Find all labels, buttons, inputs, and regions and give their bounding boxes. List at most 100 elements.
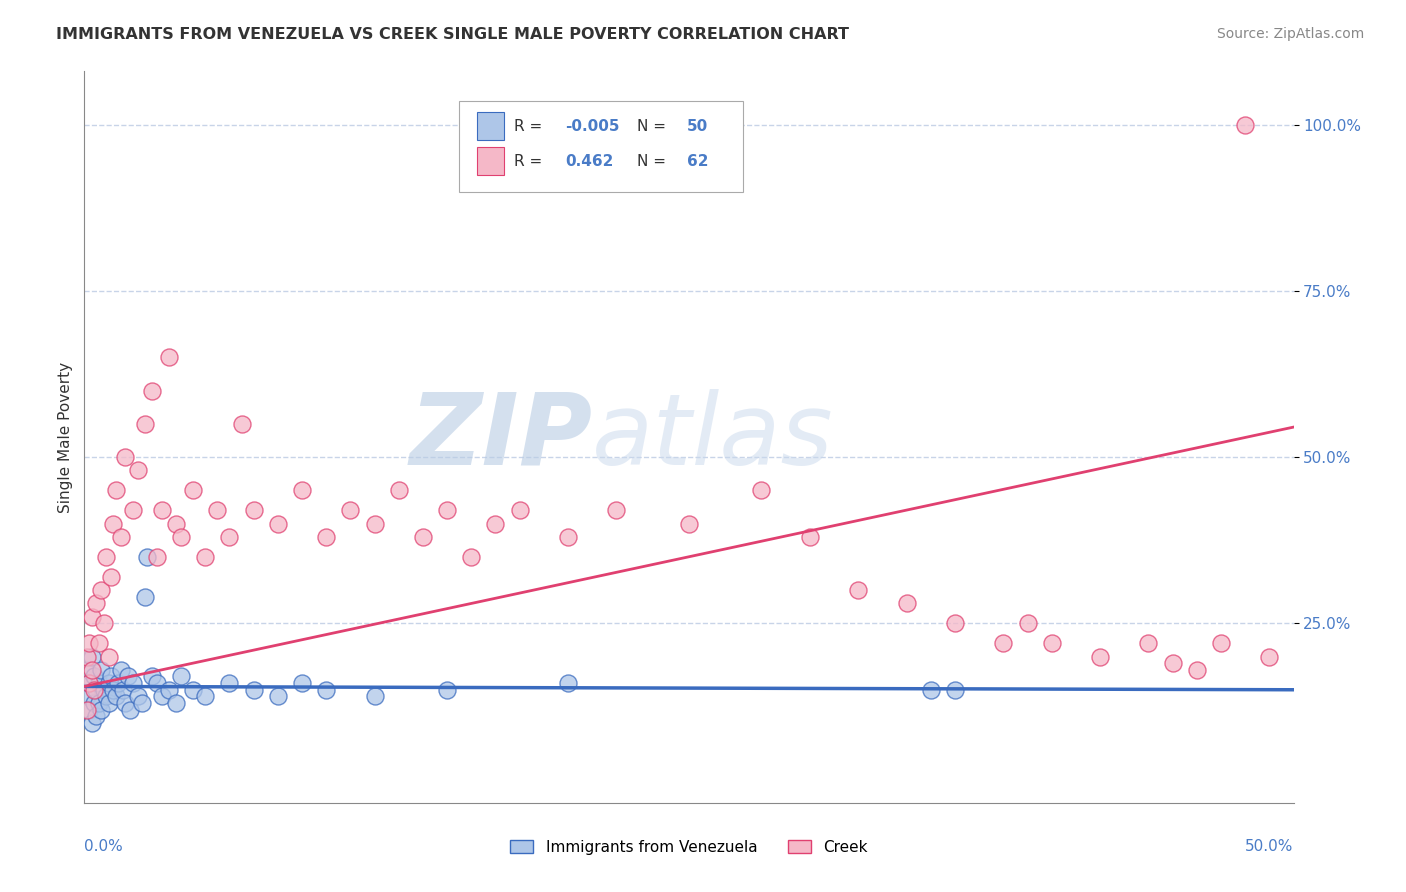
Point <box>291 676 314 690</box>
Text: 50: 50 <box>686 119 707 134</box>
Point <box>509 503 531 517</box>
Point <box>127 690 149 704</box>
Text: 50.0%: 50.0% <box>1246 839 1294 855</box>
Point <box>76 663 98 677</box>
Point <box>436 682 458 697</box>
Point <box>267 690 290 704</box>
Point <box>460 549 482 564</box>
Point <box>110 530 132 544</box>
Point <box>141 384 163 398</box>
Point <box>218 676 240 690</box>
Text: 0.462: 0.462 <box>565 153 614 169</box>
Point <box>100 570 122 584</box>
Point <box>87 676 110 690</box>
Point <box>134 590 156 604</box>
Point <box>80 663 103 677</box>
Point <box>678 516 700 531</box>
Point <box>181 483 204 498</box>
Point <box>339 503 361 517</box>
Point <box>170 530 193 544</box>
Point <box>315 530 337 544</box>
Point <box>131 696 153 710</box>
Point <box>77 636 100 650</box>
Text: 0.0%: 0.0% <box>84 839 124 855</box>
Point <box>557 676 579 690</box>
Point <box>114 450 136 464</box>
Point <box>751 483 773 498</box>
Point <box>136 549 159 564</box>
Point <box>117 669 139 683</box>
Point <box>94 549 117 564</box>
Point <box>1209 636 1232 650</box>
Point <box>83 669 105 683</box>
Point <box>94 690 117 704</box>
Point <box>93 682 115 697</box>
Point <box>127 463 149 477</box>
Text: R =: R = <box>513 153 547 169</box>
Point <box>1017 616 1039 631</box>
Point <box>107 676 129 690</box>
Point <box>896 596 918 610</box>
Point <box>920 682 942 697</box>
Point <box>363 516 385 531</box>
Point <box>1088 649 1111 664</box>
Point <box>93 616 115 631</box>
Point <box>165 516 187 531</box>
Point <box>76 649 98 664</box>
Point <box>83 682 105 697</box>
Point <box>170 669 193 683</box>
Point <box>157 351 180 365</box>
Point <box>77 676 100 690</box>
Point <box>97 649 120 664</box>
Point <box>97 696 120 710</box>
Point <box>207 503 229 517</box>
Point <box>943 682 966 697</box>
Point <box>993 636 1015 650</box>
Text: Source: ZipAtlas.com: Source: ZipAtlas.com <box>1216 27 1364 41</box>
Point <box>86 709 108 723</box>
Point <box>80 649 103 664</box>
FancyBboxPatch shape <box>478 147 503 175</box>
Point <box>363 690 385 704</box>
Point <box>943 616 966 631</box>
Point <box>846 582 869 597</box>
Point <box>77 703 100 717</box>
Point <box>104 483 127 498</box>
Point <box>83 696 105 710</box>
Point <box>194 549 217 564</box>
Point <box>76 703 98 717</box>
Point <box>231 417 253 431</box>
Point <box>194 690 217 704</box>
Point <box>121 503 143 517</box>
Text: IMMIGRANTS FROM VENEZUELA VS CREEK SINGLE MALE POVERTY CORRELATION CHART: IMMIGRANTS FROM VENEZUELA VS CREEK SINGL… <box>56 27 849 42</box>
Point <box>799 530 821 544</box>
Point <box>218 530 240 544</box>
Point <box>120 703 142 717</box>
Point <box>557 530 579 544</box>
Point <box>242 682 264 697</box>
Point <box>141 669 163 683</box>
Point <box>146 676 169 690</box>
Text: 62: 62 <box>686 153 709 169</box>
Point <box>436 503 458 517</box>
Point <box>86 596 108 610</box>
Point <box>1161 656 1184 670</box>
Point <box>484 516 506 531</box>
Point <box>1185 663 1208 677</box>
Point <box>121 676 143 690</box>
Point <box>90 582 112 597</box>
Point <box>87 636 110 650</box>
Point <box>114 696 136 710</box>
Text: ZIP: ZIP <box>409 389 592 485</box>
Point <box>242 503 264 517</box>
Point <box>103 516 125 531</box>
Point <box>134 417 156 431</box>
Point <box>87 696 110 710</box>
Point <box>104 690 127 704</box>
Point <box>150 690 173 704</box>
Point <box>90 663 112 677</box>
Text: N =: N = <box>637 119 671 134</box>
Point <box>86 682 108 697</box>
Point <box>1234 118 1257 132</box>
Point <box>267 516 290 531</box>
